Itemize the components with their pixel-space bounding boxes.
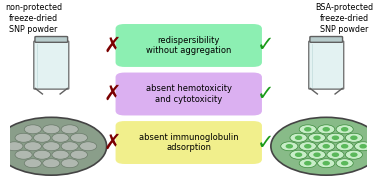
Circle shape	[290, 150, 307, 159]
Text: redispersibility
without aggregation: redispersibility without aggregation	[146, 36, 231, 55]
Circle shape	[6, 142, 23, 151]
Circle shape	[24, 125, 42, 134]
Circle shape	[360, 145, 366, 148]
Circle shape	[318, 125, 335, 134]
Text: ✗: ✗	[103, 133, 121, 152]
Circle shape	[15, 133, 32, 142]
Circle shape	[34, 133, 51, 142]
Circle shape	[61, 142, 78, 151]
Text: ✗: ✗	[103, 36, 121, 55]
Text: ✓: ✓	[257, 36, 274, 55]
Circle shape	[24, 142, 42, 151]
Circle shape	[286, 145, 292, 148]
Text: ✓: ✓	[257, 133, 274, 152]
Circle shape	[314, 136, 320, 139]
Circle shape	[299, 125, 316, 134]
Text: ✓: ✓	[257, 84, 274, 104]
FancyBboxPatch shape	[116, 121, 262, 164]
Circle shape	[15, 150, 32, 159]
FancyBboxPatch shape	[35, 36, 68, 42]
Circle shape	[70, 150, 88, 159]
Circle shape	[34, 150, 51, 159]
Circle shape	[43, 125, 60, 134]
FancyBboxPatch shape	[116, 24, 262, 67]
Circle shape	[308, 150, 325, 159]
Circle shape	[318, 159, 335, 168]
Text: non-protected
freeze-dried
SNP powder: non-protected freeze-dried SNP powder	[5, 3, 62, 34]
Circle shape	[24, 159, 42, 168]
Text: absent immunoglobulin
adsorption: absent immunoglobulin adsorption	[139, 133, 239, 152]
Circle shape	[342, 145, 348, 148]
FancyBboxPatch shape	[309, 41, 344, 89]
Circle shape	[43, 142, 60, 151]
Circle shape	[43, 159, 60, 168]
Circle shape	[327, 133, 344, 142]
Circle shape	[351, 153, 357, 156]
Circle shape	[355, 142, 372, 151]
Circle shape	[305, 128, 311, 131]
Circle shape	[0, 117, 107, 175]
Circle shape	[323, 128, 329, 131]
FancyBboxPatch shape	[116, 73, 262, 115]
Circle shape	[80, 142, 97, 151]
Circle shape	[336, 159, 353, 168]
Circle shape	[281, 142, 298, 151]
Circle shape	[345, 133, 363, 142]
Text: ✗: ✗	[103, 84, 121, 104]
Circle shape	[314, 153, 320, 156]
Circle shape	[296, 136, 302, 139]
Circle shape	[299, 159, 316, 168]
Circle shape	[323, 162, 329, 165]
Circle shape	[52, 150, 69, 159]
Circle shape	[271, 117, 378, 175]
FancyBboxPatch shape	[310, 36, 342, 42]
Circle shape	[342, 128, 348, 131]
Circle shape	[299, 142, 316, 151]
Circle shape	[336, 125, 353, 134]
Circle shape	[323, 145, 329, 148]
Circle shape	[70, 133, 88, 142]
Circle shape	[345, 150, 363, 159]
Circle shape	[318, 142, 335, 151]
Circle shape	[52, 133, 69, 142]
FancyBboxPatch shape	[34, 41, 69, 89]
Circle shape	[336, 142, 353, 151]
Text: absent hemotoxicity
and cytotoxicity: absent hemotoxicity and cytotoxicity	[146, 84, 232, 104]
Circle shape	[327, 150, 344, 159]
Circle shape	[61, 125, 78, 134]
Circle shape	[308, 133, 325, 142]
Circle shape	[332, 153, 338, 156]
Text: BSA-protected
freeze-dried
SNP powder: BSA-protected freeze-dried SNP powder	[315, 3, 373, 34]
Circle shape	[290, 133, 307, 142]
Circle shape	[342, 162, 348, 165]
Circle shape	[305, 145, 311, 148]
Circle shape	[61, 159, 78, 168]
Circle shape	[332, 136, 338, 139]
Circle shape	[296, 153, 302, 156]
Circle shape	[305, 162, 311, 165]
Circle shape	[351, 136, 357, 139]
